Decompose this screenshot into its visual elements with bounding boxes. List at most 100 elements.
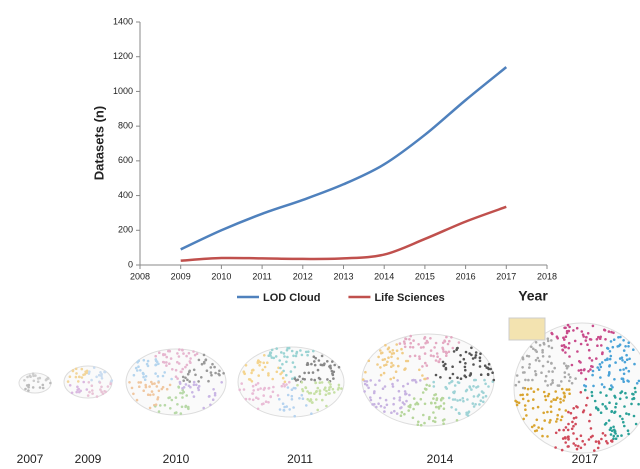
cloud-node [622, 421, 625, 424]
cloud-node [445, 351, 448, 354]
cloud-node [181, 387, 184, 390]
cloud-node [591, 395, 594, 398]
cloud-node [631, 398, 634, 401]
cloud-node [262, 362, 265, 365]
cloud-node [475, 386, 478, 389]
cloud-node [157, 396, 160, 399]
cloud-node [135, 367, 138, 370]
cloud-node [537, 426, 540, 429]
cloud-node [220, 381, 223, 384]
cloud-node [613, 378, 616, 381]
cloud-node [203, 354, 206, 357]
cloud-node [302, 397, 305, 400]
cloud-node [556, 414, 559, 417]
cloud-node [633, 415, 636, 418]
cloud-node [262, 394, 265, 397]
cloud-node [606, 442, 609, 445]
cloud-node [197, 380, 200, 383]
cloud-node [403, 413, 406, 416]
cloud-node [458, 412, 461, 415]
cloud-node [488, 363, 491, 366]
cloud-node [154, 372, 157, 375]
cloud-node [203, 362, 206, 365]
cloud-node [175, 369, 178, 372]
cloud-node [257, 388, 260, 391]
cloud-node [568, 355, 571, 358]
cloud-node [403, 403, 406, 406]
cloud-node [257, 382, 260, 385]
cloud-node [84, 370, 87, 373]
cloud-node [378, 379, 381, 382]
cloud-node [448, 351, 451, 354]
cloud-node [414, 355, 417, 358]
cloud-node [184, 377, 187, 380]
cloud-node [401, 352, 404, 355]
cloud-node [562, 337, 565, 340]
cloud-node [206, 369, 209, 372]
cloud-node [558, 384, 561, 387]
cloud-node [294, 377, 297, 380]
cloud-node [610, 355, 613, 358]
cloud-node [217, 373, 220, 376]
cloud-node [550, 362, 553, 365]
cloud-node [548, 345, 551, 348]
cloud-node [27, 389, 30, 392]
cloud-node [608, 330, 611, 333]
cloud-node [450, 336, 453, 339]
cloud-node [568, 326, 571, 329]
cloud-node [313, 379, 316, 382]
cloud-node [435, 342, 438, 345]
cloud-node [482, 401, 485, 404]
cloud-node [214, 372, 217, 375]
cloud-node [291, 350, 294, 353]
network-snapshots [19, 318, 640, 453]
x-tick-label: 2018 [537, 271, 557, 281]
cloud-node [625, 396, 628, 399]
cloud-node [522, 387, 525, 390]
cloud-node [521, 366, 524, 369]
cloud-node [454, 384, 457, 387]
cloud-node [435, 406, 438, 409]
cloud-node [281, 363, 284, 366]
cloud-node [213, 366, 216, 369]
cloud-node [310, 363, 313, 366]
cloud-node [568, 373, 571, 376]
cloud-node [340, 387, 343, 390]
cloud-node [576, 350, 579, 353]
x-tick-label: 2012 [293, 271, 313, 281]
cloud-node [597, 447, 600, 450]
cloud-node [200, 376, 203, 379]
cloud-node [444, 340, 447, 343]
cloud-node [605, 407, 608, 410]
cloud-node [111, 379, 114, 382]
cloud-node [420, 398, 423, 401]
cloud-node [252, 369, 255, 372]
cloud-node [332, 377, 335, 380]
cloud-node [439, 358, 442, 361]
cloud-node [393, 397, 396, 400]
cloud-node [599, 391, 602, 394]
cloud-node [424, 352, 427, 355]
cloud-node [310, 378, 313, 381]
cloud-node [185, 405, 188, 408]
cloud-node [592, 370, 595, 373]
cloud-node [177, 386, 180, 389]
cloud-node [479, 365, 482, 368]
cloud-node [487, 367, 490, 370]
cloud-node [166, 388, 169, 391]
cloud-node [433, 346, 436, 349]
cloud-node [548, 370, 551, 373]
cloud-node [591, 374, 594, 377]
cloud-node [527, 400, 530, 403]
cloud-node [76, 389, 79, 392]
cloud-node [521, 394, 524, 397]
cloud-node [551, 347, 554, 350]
cloud-node [100, 390, 103, 393]
cloud-node [307, 350, 310, 353]
cloud-node [324, 386, 327, 389]
cloud-node [604, 405, 607, 408]
cloud-node [568, 392, 571, 395]
cloud-node [100, 373, 103, 376]
cloud-node [210, 366, 213, 369]
cloud-node [422, 414, 425, 417]
